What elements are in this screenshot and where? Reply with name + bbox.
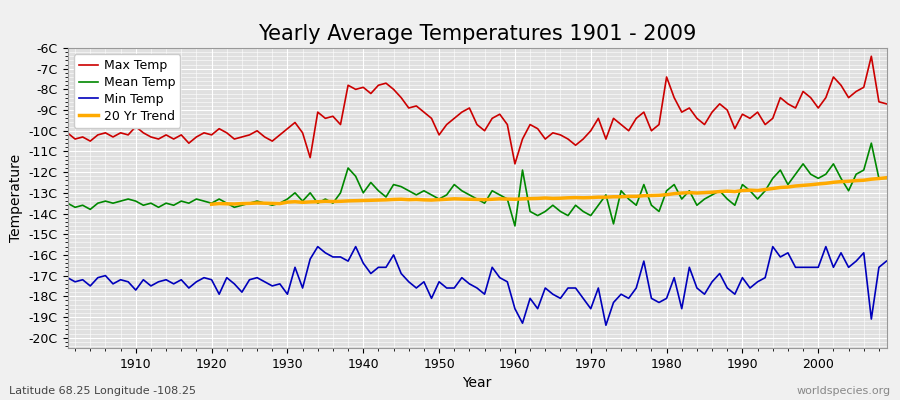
- Y-axis label: Temperature: Temperature: [9, 154, 23, 242]
- Title: Yearly Average Temperatures 1901 - 2009: Yearly Average Temperatures 1901 - 2009: [257, 24, 697, 44]
- Line: 20 Yr Trend: 20 Yr Trend: [212, 178, 886, 204]
- Line: Mean Temp: Mean Temp: [68, 143, 886, 226]
- Max Temp: [509, 162, 520, 166]
- 20 Yr Trend: [677, 191, 688, 196]
- Mean Temp: [290, 190, 301, 195]
- Mean Temp: [62, 201, 73, 206]
- Mean Temp: [502, 197, 513, 202]
- Mean Temp: [881, 176, 892, 181]
- Mean Temp: [866, 141, 877, 146]
- X-axis label: Year: Year: [463, 376, 491, 390]
- 20 Yr Trend: [411, 197, 422, 202]
- Text: worldspecies.org: worldspecies.org: [796, 386, 891, 396]
- Line: Min Temp: Min Temp: [68, 247, 886, 325]
- Mean Temp: [608, 222, 619, 226]
- Min Temp: [122, 279, 133, 284]
- 20 Yr Trend: [782, 185, 793, 190]
- Min Temp: [616, 292, 626, 297]
- Max Temp: [335, 122, 346, 127]
- Min Temp: [881, 259, 892, 264]
- Legend: Max Temp, Mean Temp, Min Temp, 20 Yr Trend: Max Temp, Mean Temp, Min Temp, 20 Yr Tre…: [74, 54, 180, 128]
- Mean Temp: [335, 190, 346, 195]
- Min Temp: [312, 244, 323, 249]
- 20 Yr Trend: [768, 186, 778, 191]
- Min Temp: [62, 275, 73, 280]
- Min Temp: [509, 306, 520, 311]
- 20 Yr Trend: [881, 175, 892, 180]
- Max Temp: [290, 120, 301, 125]
- Text: Latitude 68.25 Longitude -108.25: Latitude 68.25 Longitude -108.25: [9, 386, 196, 396]
- 20 Yr Trend: [297, 200, 308, 205]
- Max Temp: [502, 122, 513, 127]
- Mean Temp: [518, 168, 528, 172]
- Min Temp: [343, 259, 354, 264]
- Max Temp: [518, 137, 528, 142]
- Max Temp: [866, 54, 877, 59]
- Mean Temp: [122, 197, 133, 202]
- Max Temp: [881, 102, 892, 106]
- Min Temp: [518, 321, 528, 326]
- 20 Yr Trend: [206, 202, 217, 207]
- 20 Yr Trend: [850, 178, 861, 183]
- Min Temp: [600, 323, 611, 328]
- Line: Max Temp: Max Temp: [68, 56, 886, 164]
- Mean Temp: [509, 224, 520, 228]
- Min Temp: [290, 265, 301, 270]
- Max Temp: [608, 116, 619, 121]
- Max Temp: [62, 130, 73, 135]
- Max Temp: [122, 132, 133, 137]
